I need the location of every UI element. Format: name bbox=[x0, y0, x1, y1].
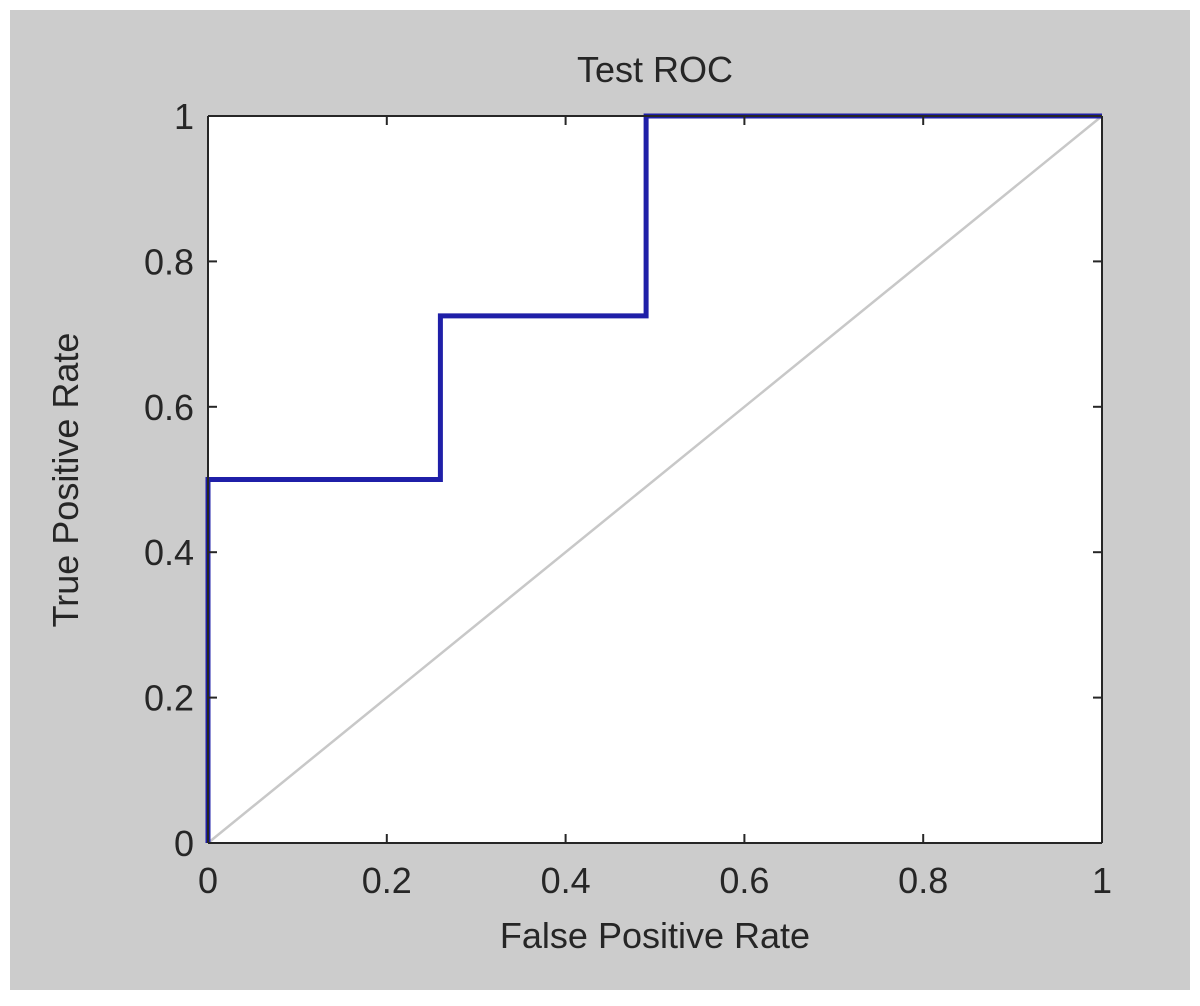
axes-layer bbox=[207, 115, 1103, 844]
y-tick-label: 0.4 bbox=[144, 532, 194, 573]
ticks-layer: 0 0.2 0.4 0.6 0.8 1 0 0.2 0.4 0.6 0.8 1 bbox=[144, 96, 1112, 901]
y-axis-label: True Positive Rate bbox=[45, 333, 86, 628]
x-tick-label: 1 bbox=[1092, 860, 1112, 901]
y-tick-label: 0.6 bbox=[144, 387, 194, 428]
chart-title: Test ROC bbox=[577, 49, 733, 90]
y-tick-label: 0.8 bbox=[144, 241, 194, 282]
diagonal-reference-line bbox=[207, 115, 1103, 844]
x-tick-label: 0.8 bbox=[898, 860, 948, 901]
x-tick-label: 0 bbox=[198, 860, 218, 901]
x-tick-label: 0.2 bbox=[362, 860, 412, 901]
x-axis-label: False Positive Rate bbox=[500, 915, 810, 956]
y-tick-label: 0 bbox=[174, 823, 194, 864]
y-tick-label: 1 bbox=[174, 96, 194, 137]
x-tick-label: 0.6 bbox=[719, 860, 769, 901]
y-tick-label: 0.2 bbox=[144, 678, 194, 719]
x-tick-label: 0.4 bbox=[541, 860, 591, 901]
